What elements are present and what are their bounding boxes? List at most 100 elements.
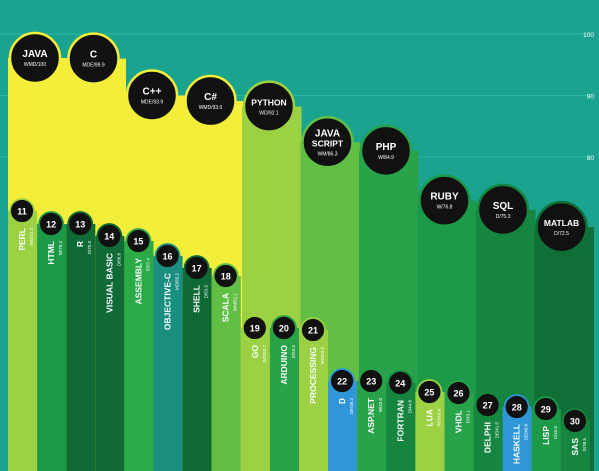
- rank-number: 12: [46, 220, 56, 230]
- bar: [328, 381, 358, 471]
- bar-label-group: FORTRAN D/44.8: [395, 400, 412, 442]
- bar-value-label: WD/92.1: [259, 111, 279, 117]
- bar-value-label: D/63.5: [204, 285, 209, 299]
- bar-value-label: MDE/93.9: [141, 100, 163, 106]
- bar-label-group: SHELL D/63.5: [192, 285, 209, 313]
- bar-value-label: MD/65.2: [175, 273, 180, 291]
- bar-badge: [359, 124, 413, 178]
- bar: [240, 328, 270, 471]
- bar-label: ARDUINO: [279, 345, 289, 385]
- bar: [415, 392, 445, 471]
- bar: [153, 256, 183, 471]
- rank-badge: [270, 315, 297, 341]
- bar-value-label: WD/53.7: [262, 345, 267, 363]
- bar-value-label: D/75.3: [496, 214, 511, 220]
- bar-label: ASSEMBLY: [133, 258, 143, 305]
- bar-badge: [242, 80, 296, 133]
- bar-value-label: D/38.5: [582, 438, 587, 452]
- y-tick-label: 80: [587, 155, 595, 162]
- rank-badge: [300, 317, 326, 343]
- bar-badge: [476, 183, 530, 237]
- bar-label-group: ASP.NET W/45.0: [366, 397, 383, 434]
- rank-number: 13: [75, 220, 85, 230]
- bar: [66, 224, 96, 471]
- bar: [211, 276, 241, 471]
- bar-badge: [8, 31, 62, 85]
- rank-badge: [67, 211, 94, 237]
- y-tick-label: 100: [583, 32, 594, 39]
- bar-value-label: DE/46.2: [349, 398, 354, 415]
- bar: [95, 236, 125, 471]
- bar-label-group: VHDL E/43.1: [454, 410, 471, 434]
- bar: [386, 383, 416, 471]
- rank-badge: [154, 243, 181, 269]
- bar-label-group: PROCESSING WD/53.2: [308, 347, 325, 404]
- bar-label: HTML: [46, 241, 56, 265]
- rank-number: 28: [512, 403, 522, 413]
- bar-label: LISP: [541, 426, 551, 445]
- y-tick-label: 90: [587, 94, 595, 101]
- bar-label: D: [337, 398, 347, 404]
- rank-number: 20: [279, 324, 289, 334]
- rank-number: 15: [133, 237, 143, 247]
- bar: [299, 330, 329, 471]
- bar-label-group: VISUAL BASIC D/68.8: [104, 253, 121, 313]
- bar-label-group: GO WD/53.7: [250, 345, 267, 363]
- bar-value-label: WD/53.2: [320, 347, 325, 365]
- rank-number: 11: [17, 207, 27, 217]
- rank-badge: [358, 368, 385, 394]
- rank-number: 19: [250, 324, 260, 334]
- bar-label-group: ARDUINO E/53.5: [279, 345, 296, 385]
- rank-badge: [329, 368, 356, 394]
- rank-number: 29: [541, 405, 551, 415]
- bar-value-label: W/84.9: [378, 155, 394, 161]
- bar-label-group: LISP D/40.6: [541, 426, 558, 445]
- rank-badge: [416, 379, 443, 405]
- bar-badge: [184, 74, 237, 128]
- rank-badge: [9, 198, 35, 224]
- bar-label: SCRIPT: [312, 138, 344, 148]
- bar-badge: [535, 200, 588, 254]
- rank-number: 30: [570, 417, 580, 427]
- rank-badge: [532, 396, 559, 422]
- rank-number: 25: [424, 388, 434, 398]
- bar-value-label: W/45.0: [378, 398, 383, 413]
- bar-value-label: D/70.3: [87, 241, 92, 255]
- bar-value-label: MDE/99.9: [82, 63, 104, 69]
- rank-number: 14: [104, 232, 114, 242]
- bar-label: FORTRAN: [395, 400, 405, 442]
- bar: [124, 241, 154, 471]
- rank-badge: [212, 263, 239, 289]
- bar: [182, 268, 212, 471]
- bar-badge: [301, 116, 354, 169]
- bar-value-label: D/68.8: [116, 253, 121, 267]
- rank-badge: [96, 223, 123, 249]
- bar-label: SAS: [570, 438, 580, 456]
- bar-value-label: WMD/100: [24, 62, 46, 68]
- bar-label-group: SAS D/38.5: [570, 438, 587, 456]
- bar: [269, 328, 299, 471]
- bar-badge: [67, 32, 120, 85]
- rank-number: 17: [192, 264, 202, 274]
- bar-value-label: E/67.4: [145, 258, 150, 272]
- rank-badge: [562, 408, 588, 434]
- bar-label-group: HASKELL DE/40.9: [512, 424, 529, 465]
- rank-badge: [183, 255, 210, 281]
- bar-value-label: W/76.8: [437, 205, 453, 211]
- bar-label: PHP: [376, 142, 397, 153]
- rank-number: 27: [483, 401, 493, 411]
- bar-label-group: LUA WD/43.4: [424, 409, 441, 427]
- bar-label: C#: [204, 92, 217, 103]
- bar: [357, 381, 387, 471]
- bar-label: JAVA: [22, 49, 47, 60]
- bar-label: SCALA: [221, 293, 231, 322]
- bar-label: GO: [250, 345, 260, 359]
- bar-label: VHDL: [454, 410, 464, 433]
- bar-label: MATLAB: [544, 218, 579, 228]
- rank-number: 18: [221, 272, 231, 282]
- rank-badge: [503, 394, 530, 420]
- rank-number: 21: [308, 326, 318, 336]
- bar-value-label: W/70.4: [58, 241, 63, 256]
- bar-label: HASKELL: [512, 424, 522, 464]
- bar-label-group: R D/70.3: [75, 241, 92, 255]
